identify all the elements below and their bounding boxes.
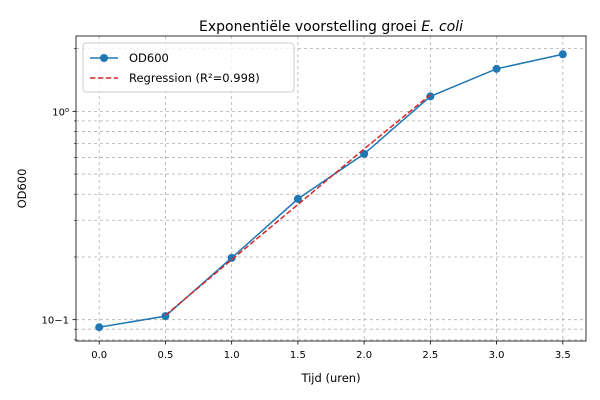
- chart-title-main: Exponentiële voorstelling groei: [199, 19, 421, 35]
- x-tick-label: 3.5: [555, 350, 571, 361]
- x-tick-label: 3.0: [489, 350, 505, 361]
- x-axis-label: Tijd (uren): [300, 371, 360, 385]
- x-tick-label: 2.0: [356, 350, 372, 361]
- od600-marker: [95, 323, 104, 332]
- x-tick-label: 1.5: [290, 350, 306, 361]
- legend-label-regression: Regression (R²=0.998): [129, 71, 260, 85]
- od600-marker: [558, 50, 567, 59]
- od600-marker: [492, 64, 501, 73]
- plot-frame: [75, 35, 587, 342]
- x-tick-label: 2.5: [422, 350, 438, 361]
- x-tick-label: 0.5: [157, 350, 173, 361]
- y-tick-label: 10⁰: [52, 107, 69, 118]
- y-axis-label: OD600: [15, 169, 29, 209]
- legend: OD600 Regression (R²=0.998): [82, 42, 295, 93]
- legend-marker-od600: [100, 54, 108, 62]
- chart-title-italic: E. coli: [421, 19, 463, 35]
- chart-title: Exponentiële voorstelling groei E. coli: [199, 19, 463, 35]
- od600-marker: [360, 149, 369, 158]
- od600-marker: [426, 92, 435, 101]
- legend-label-od600: OD600: [129, 51, 169, 65]
- y-tick-label: 10−1: [42, 316, 69, 327]
- od600-marker: [227, 253, 236, 262]
- axes: 0.0 0.5 1.0 1.5 2.0 2.5 3.0 3.5 10−1 10⁰: [42, 48, 571, 361]
- x-tick-label: 1.0: [224, 350, 240, 361]
- series: [95, 50, 567, 332]
- series-regression-line: [164, 94, 431, 316]
- legend-box: [82, 42, 295, 93]
- x-tick-label: 0.0: [91, 350, 107, 361]
- od600-marker: [293, 194, 302, 203]
